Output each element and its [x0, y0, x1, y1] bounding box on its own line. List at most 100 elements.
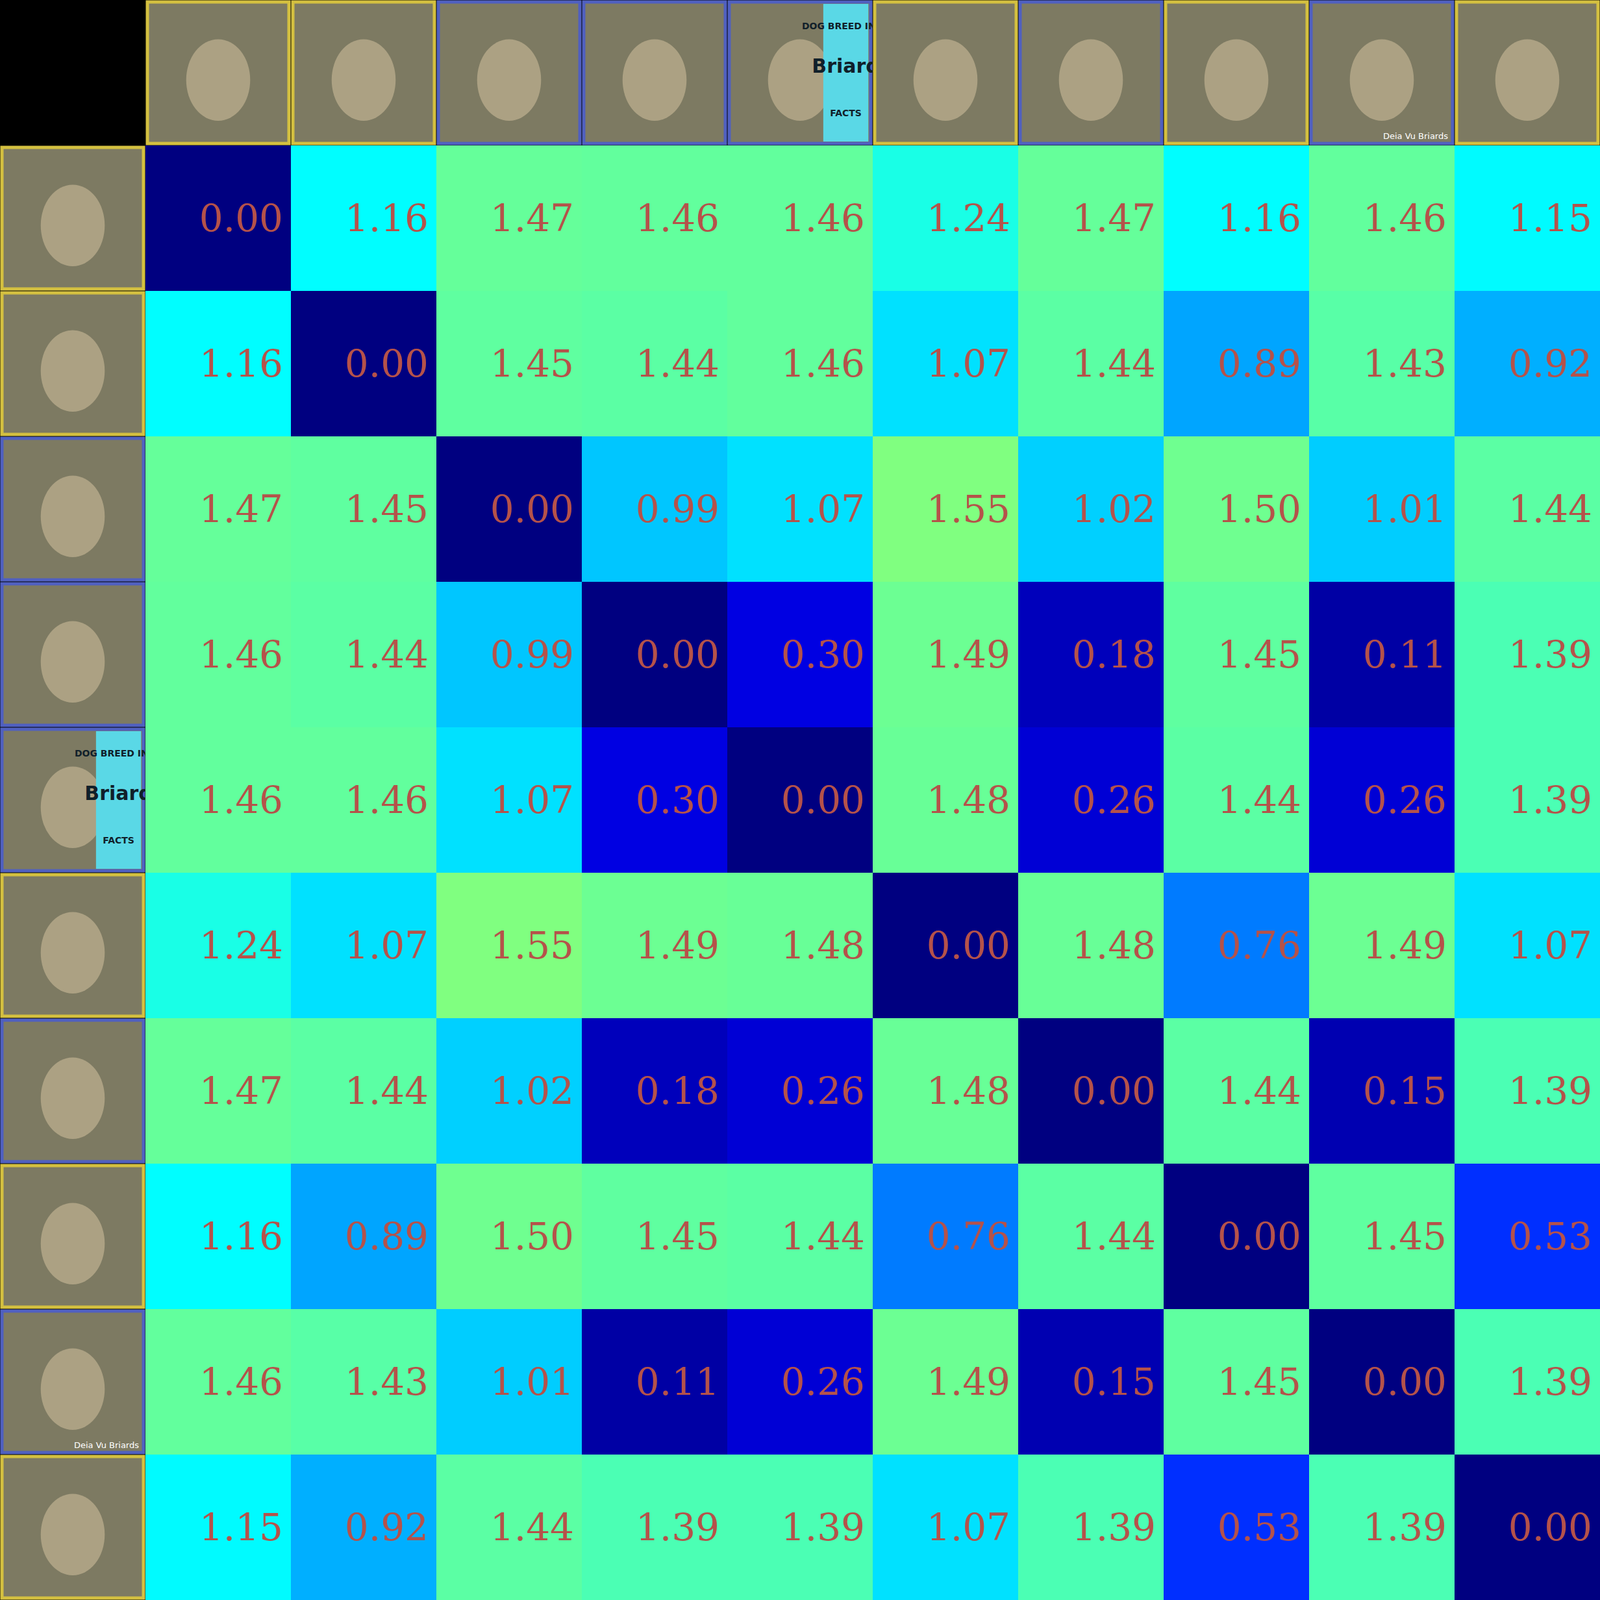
heatmap-cell	[581, 1163, 728, 1310]
heatmap-cell	[872, 1309, 1019, 1456]
heatmap-cell	[1018, 145, 1165, 292]
heatmap-cell	[1018, 872, 1165, 1019]
cell-label: 1.44	[1072, 1214, 1156, 1259]
cell-label: 1.47	[1072, 196, 1156, 241]
thumbnail: DOG BREED INFOBriardFACTS	[1, 729, 163, 871]
cell-label: 0.15	[1362, 1068, 1447, 1113]
heatmap-cell	[1309, 727, 1456, 874]
cell-label: 0.00	[490, 487, 575, 532]
cell-label: 0.26	[1362, 777, 1447, 823]
cell-label: 0.00	[781, 777, 865, 823]
cell-label: 1.45	[1217, 632, 1302, 677]
heatmap-cell	[1309, 436, 1456, 583]
thumbnail	[1, 1020, 144, 1162]
cell-label: 1.46	[1362, 196, 1447, 241]
heatmap-cell	[872, 1454, 1019, 1600]
heatmap-cell	[727, 727, 874, 874]
thumbnail-frame	[292, 1, 435, 144]
cell-label: 0.26	[781, 1068, 865, 1113]
thumbnail	[1, 583, 144, 726]
heatmap-cell	[727, 436, 874, 583]
heatmap-cell	[436, 1454, 583, 1600]
background	[0, 0, 1600, 1600]
cell-label: 0.00	[926, 923, 1011, 968]
cell-label: 0.11	[635, 1359, 720, 1404]
cell-label: 0.99	[490, 632, 575, 677]
cell-label: 1.46	[199, 1359, 284, 1404]
heatmap-cell	[1309, 1309, 1456, 1456]
cells	[145, 145, 1600, 1600]
heatmap-cell	[1309, 145, 1456, 292]
thumbnail-frame	[874, 1, 1017, 144]
heatmap-cell	[290, 290, 438, 438]
heatmap-cell	[290, 436, 438, 583]
heatmap-cell	[727, 1018, 874, 1165]
cell-label: 0.30	[635, 777, 720, 823]
cell-label: 1.39	[1508, 1068, 1593, 1113]
cell-label: 1.01	[490, 1359, 575, 1404]
thumbnail-subject	[331, 38, 397, 121]
heatmap-cell	[727, 290, 874, 438]
heatmap-cell	[727, 872, 874, 1019]
heatmap-cell	[1454, 145, 1600, 292]
heatmap-cell	[1163, 290, 1310, 438]
thumbnail-subject	[40, 1057, 106, 1139]
cell-label: 1.49	[926, 632, 1011, 677]
heatmap-cell	[1454, 1309, 1600, 1456]
thumbnail-subject	[186, 38, 251, 121]
cell-label: 1.46	[635, 196, 720, 241]
thumbnail-frame	[1, 1311, 144, 1453]
heatmap-cell	[1163, 727, 1310, 874]
thumbnail-frame	[147, 1, 289, 144]
heatmap-cell	[1454, 290, 1600, 438]
heatmap-cell	[581, 145, 728, 292]
cell-label: 1.07	[344, 923, 429, 968]
heatmap-cell	[581, 1309, 728, 1456]
heatmap-cell	[872, 1163, 1019, 1310]
heatmap-chart: DOG BREED INFOBriardFACTSDOG BREED INFOB…	[0, 0, 1600, 1600]
thumbnail: DOG BREED INFOBriardFACTS	[729, 1, 890, 144]
thumbnail-text: Briard	[84, 781, 152, 805]
thumbnail-frame	[1020, 1, 1162, 144]
heatmap-cell	[727, 145, 874, 292]
cell-label: 1.49	[635, 923, 720, 968]
cell-label: 0.53	[1217, 1505, 1302, 1550]
thumbnail	[1, 147, 144, 289]
cell-label: 0.15	[1072, 1359, 1156, 1404]
heatmap-cell	[436, 1309, 583, 1456]
heatmap-cell	[1018, 727, 1165, 874]
cell-label: 1.47	[199, 1068, 284, 1113]
thumbnail	[874, 1, 1017, 144]
thumbnail-text: FACTS	[829, 107, 862, 119]
thumbnail	[147, 1, 289, 144]
cell-label: 1.49	[1362, 923, 1447, 968]
heatmap-cell	[1454, 727, 1600, 874]
heatmap-cell	[290, 1163, 438, 1310]
cell-label: 0.18	[1072, 632, 1156, 677]
heatmap-cell	[1163, 1309, 1310, 1456]
thumbnail	[292, 1, 435, 144]
heatmap-cell	[1163, 1454, 1310, 1600]
thumbnail	[1, 1456, 144, 1599]
heatmap-cell	[1163, 581, 1310, 728]
heatmap-cell	[145, 1018, 292, 1165]
cell-label: 1.44	[344, 632, 429, 677]
thumbnail	[1165, 1, 1308, 144]
cell-label: 1.44	[1072, 341, 1156, 386]
cell-label: 0.00	[1217, 1214, 1302, 1259]
thumbnail-frame	[1, 1456, 144, 1599]
cell-label: 1.07	[490, 777, 575, 823]
thumbnail-subject	[40, 184, 106, 266]
heatmap-cell	[145, 727, 292, 874]
thumbnail-subject	[768, 38, 833, 121]
cell-label: 1.49	[926, 1359, 1011, 1404]
cell-label: 1.44	[1508, 487, 1593, 532]
heatmap-cell	[436, 290, 583, 438]
heatmap-cell	[1309, 581, 1456, 728]
heatmap-cell	[145, 145, 292, 292]
thumbnail-text: Deia Vu Briards	[1383, 131, 1449, 141]
cell-label: 0.30	[781, 632, 865, 677]
thumbnail-text: FACTS	[102, 835, 135, 846]
heatmap-cell	[145, 581, 292, 728]
cell-label: 1.39	[1508, 632, 1593, 677]
